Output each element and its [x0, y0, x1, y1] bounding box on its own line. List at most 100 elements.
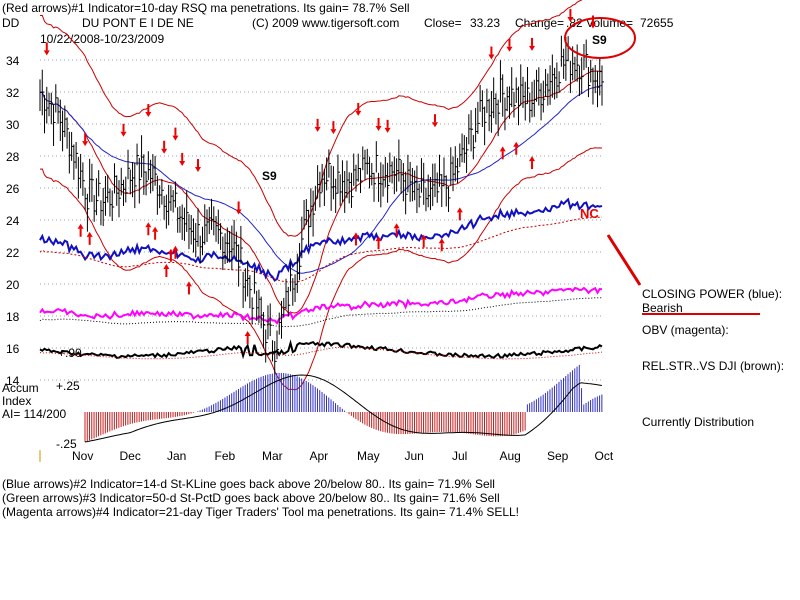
sell-arrow-head: [488, 54, 495, 60]
relstr-line: [39, 339, 603, 360]
volume-value: 72655: [640, 16, 674, 30]
sell-arrow-head: [314, 126, 321, 132]
y-tick-label: 14: [6, 374, 20, 388]
accum-histogram: [84, 364, 603, 443]
closing-power-ma: [39, 216, 602, 283]
close-value: 33.23: [470, 16, 501, 30]
x-axis-months: Nov Dec Jan Feb Mar Apr May Jun Jul Aug Sep Oct: [72, 449, 614, 463]
buy-arrow-head: [163, 263, 170, 269]
sell-arrow-head: [194, 167, 201, 173]
sell-arrow-head: [355, 110, 362, 116]
month-label: Sep: [547, 449, 569, 463]
y-tick-label: 18: [6, 310, 20, 324]
s9-march-label: S9: [262, 169, 277, 183]
buy-arrow-head: [456, 207, 463, 213]
sell-arrow-head: [589, 23, 596, 29]
month-label: Aug: [500, 449, 521, 463]
month-label: Apr: [310, 449, 329, 463]
indicator-3-line: (Green arrows)#3 Indicator=50-d St-PctD …: [2, 491, 500, 505]
buy-arrow-head: [77, 223, 84, 229]
month-label: Oct: [595, 449, 614, 463]
accum-title-2: Index: [2, 394, 32, 408]
month-label: Jul: [452, 449, 467, 463]
buy-arrow-head: [152, 226, 159, 232]
month-label: Nov: [72, 449, 93, 463]
buy-arrow-head: [499, 146, 506, 152]
month-label: Jan: [167, 449, 186, 463]
nc-label: NC: [580, 206, 599, 221]
price-bars: [39, 35, 604, 384]
sell-arrow-head: [375, 125, 382, 131]
sell-arrow-head: [384, 127, 391, 133]
buy-arrow-head: [185, 281, 192, 287]
relstr-ma: [39, 346, 603, 360]
obv-line: [39, 286, 603, 325]
copyright: (C) 2009 www.tigersoft.com: [252, 16, 400, 30]
y-tick-label: 30: [6, 118, 20, 132]
month-label: Dec: [120, 449, 141, 463]
buy-arrow-head: [438, 238, 445, 244]
indicator-2-line: (Blue arrows)#2 Indicator=14-d St-KLine …: [2, 477, 495, 491]
gridlines: [40, 59, 602, 381]
change-label: Change=: [515, 16, 565, 30]
sell-arrow-head: [529, 45, 536, 51]
accum-ma: [84, 374, 602, 443]
y-tick-label: 32: [6, 86, 20, 100]
lower-band: [39, 147, 603, 391]
sell-arrow-head: [145, 112, 152, 118]
moving-average-21: [39, 70, 603, 314]
sell-arrow-head: [431, 122, 438, 128]
annotations: S9 S9 NC: [39, 17, 760, 462]
y-tick-label: 16: [6, 342, 20, 356]
symbol: DD: [2, 16, 20, 30]
y-tick-label: 22: [6, 246, 20, 260]
y-tick-label: 20: [6, 278, 20, 292]
closing-power-line: [39, 197, 603, 282]
y-tick-label: 24: [6, 214, 20, 228]
volume-label: Volume=: [586, 16, 634, 30]
buy-arrow-head: [375, 236, 382, 242]
sell-arrow-head: [82, 141, 89, 147]
sell-arrow-head: [179, 160, 186, 166]
pointer-line: [606, 234, 642, 286]
buy-arrow-head: [529, 156, 536, 162]
buy-arrow-head: [352, 232, 359, 238]
month-label: May: [357, 449, 380, 463]
month-label: Mar: [262, 449, 283, 463]
accum-lower-tick: -.25: [56, 437, 77, 451]
buy-arrow-head: [244, 331, 251, 337]
y-axis-ticks: 14 16 18 20 22 24 26 28 30 32 34: [6, 54, 20, 388]
buy-arrow-head: [393, 223, 400, 229]
relstr-label: REL.STR..VS DJI (brown):: [642, 359, 785, 373]
sell-arrow-head: [161, 148, 168, 154]
indicator-4-line: (Magenta arrows)#4 Indicator=21-day Tige…: [2, 505, 520, 519]
y-tick-label: 26: [6, 182, 20, 196]
buy-arrow-head: [167, 248, 174, 254]
y-tick-label: 28: [6, 150, 20, 164]
closing-power-status: Bearish: [642, 301, 683, 315]
indicator-1-line: (Red arrows)#1 Indicator=10-day RSQ ma p…: [2, 1, 410, 15]
sell-arrow-head: [235, 209, 242, 215]
accum-upper-tick: +.25: [56, 379, 80, 393]
sell-arrow-head: [43, 50, 50, 56]
obv-ma: [39, 297, 603, 327]
s9-october-label: S9: [592, 33, 607, 47]
month-label: Jun: [405, 449, 424, 463]
company-name: DU PONT E I DE NE: [82, 16, 194, 30]
obv-label: OBV (magenta):: [642, 323, 729, 337]
sell-arrow-head: [506, 46, 513, 52]
buy-arrow-head: [86, 231, 93, 237]
buy-arrow-head: [172, 245, 179, 251]
closing-power-label: CLOSING POWER (blue):: [642, 287, 783, 301]
month-label: Feb: [215, 449, 236, 463]
sell-arrow-head: [330, 129, 337, 135]
y-tick-label: 34: [6, 54, 20, 68]
moving-average-50: [39, 84, 603, 274]
sell-arrow-head: [567, 16, 574, 22]
highlight-circle: [564, 17, 636, 59]
close-label: Close=: [424, 16, 462, 30]
upper-band: [39, 0, 583, 237]
signal-arrows: [43, 8, 596, 345]
indicator-lines: [39, 0, 603, 391]
